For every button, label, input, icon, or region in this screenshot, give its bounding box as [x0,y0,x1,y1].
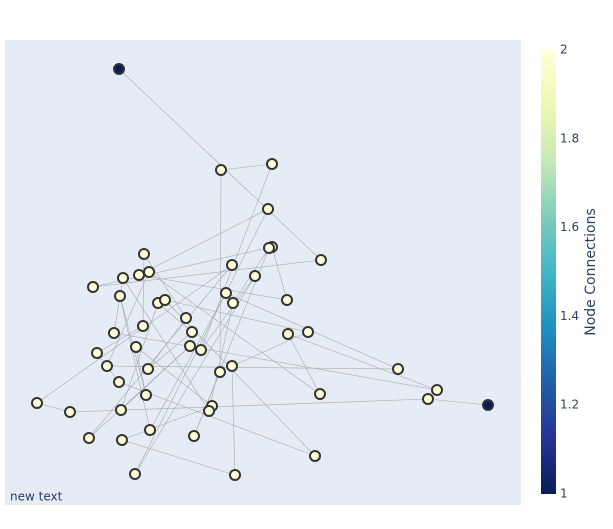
edge [135,346,213,407]
node [227,297,239,309]
node [226,360,238,372]
node [249,270,261,282]
node [115,404,127,416]
node [133,269,145,281]
edge [147,331,193,370]
edge [143,253,187,319]
edge [138,274,288,301]
node [281,294,293,306]
node [282,328,294,340]
node [266,158,278,170]
edge [134,208,269,475]
node [392,363,404,375]
edge [427,398,489,406]
node [143,266,155,278]
edge [287,333,321,395]
edge [164,299,309,333]
node [422,393,434,405]
node [226,259,238,271]
node [108,327,120,339]
node [302,326,314,338]
node [184,340,196,352]
node [129,468,141,480]
node [31,397,43,409]
node [220,287,232,299]
node [186,326,198,338]
edge [96,325,144,354]
edge [148,271,321,395]
node [195,344,207,356]
node [138,248,150,260]
colorbar-tick-label: 1 [560,487,568,501]
edge [69,398,429,413]
node [144,424,156,436]
node [215,164,227,176]
edge [106,271,150,367]
node [315,254,327,266]
edge [36,264,233,404]
node [482,399,494,411]
edge [135,346,147,396]
colorbar-tick-label: 1.6 [560,220,579,234]
edge [164,299,316,457]
edge [220,163,273,171]
edge [92,259,322,288]
edge [231,331,309,367]
annotation: new text [10,490,63,504]
colorbar-tick-label: 2 [560,43,568,57]
node [83,432,95,444]
edge [271,246,288,301]
edge [149,292,227,431]
colorbar-tick-label: 1.2 [560,398,579,412]
node [101,360,113,372]
node [159,294,171,306]
edge [119,295,151,431]
node [116,434,128,446]
edge [231,365,236,476]
edge [88,345,191,439]
node [91,347,103,359]
node [87,281,99,293]
node [113,376,125,388]
edge [142,253,145,327]
node [188,430,200,442]
edge [200,275,256,351]
node [180,312,192,324]
edge [157,302,193,333]
edge [88,264,233,439]
node [130,341,142,353]
edge [113,277,124,334]
colorbar-tick-label: 1.8 [560,131,579,145]
node [140,389,152,401]
node [203,405,215,417]
node [309,450,321,462]
node [263,242,275,254]
colorbar-tick-label: 1.4 [560,309,579,323]
edge [219,169,222,373]
edge [138,208,269,276]
edge [287,333,438,391]
node [64,406,76,418]
node [214,366,226,378]
node [229,469,241,481]
edge [208,302,234,412]
edge [121,439,236,476]
colorbar-title: Node Connections [583,208,599,336]
node [113,63,125,75]
node [262,203,274,215]
node [142,363,154,375]
node [117,272,129,284]
node [114,290,126,302]
edge [106,365,399,370]
plot-area [5,40,521,505]
node [137,320,149,332]
colorbar [541,50,556,494]
edge [200,163,273,351]
node [314,388,326,400]
node [431,384,443,396]
edge [134,275,256,475]
